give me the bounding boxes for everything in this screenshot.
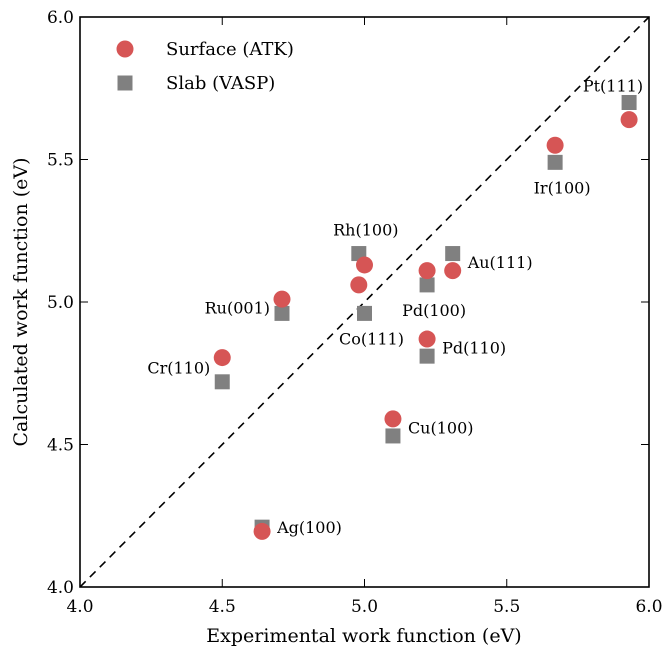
legend-slab-vasp-label: Slab (VASP) <box>166 73 275 94</box>
slab-vasp-marker <box>547 154 563 170</box>
point-label: Ru(001) <box>205 299 270 318</box>
point-labels: Ag(100) Cr(110) Ru(001) Rh(100) Co(111) Cu(10… <box>147 77 643 538</box>
point-label: Co(111) <box>339 329 404 348</box>
y-axis-label: Calculated work function (eV) <box>10 157 32 446</box>
y-tick-label: 4.0 <box>47 578 74 598</box>
point-label: Cu(100) <box>408 418 474 437</box>
reference-line <box>79 16 650 588</box>
slab-vasp-marker <box>357 305 372 321</box>
y-tick-label: 5.0 <box>47 293 74 313</box>
slab-vasp-marker <box>621 95 637 110</box>
surface-atk-marker <box>546 136 564 154</box>
surface-atk-marker <box>356 256 373 274</box>
surface-atk-marker <box>418 262 436 280</box>
point-label: Au(111) <box>467 253 533 272</box>
point-label: Pd(110) <box>442 339 506 358</box>
x-tick-label: 4.0 <box>66 597 93 617</box>
y-tick-label: 4.5 <box>47 436 74 456</box>
x-tick-label: 5.5 <box>493 597 520 617</box>
legend: Surface (ATK) Slab (VASP) <box>116 39 294 94</box>
point-label: Pt(111) <box>583 77 643 96</box>
data-marks <box>213 95 638 540</box>
slab-vasp-marker <box>445 246 461 262</box>
surface-atk-marker <box>620 111 638 129</box>
slab-vasp-marker <box>274 305 290 321</box>
slab-vasp-marker <box>419 277 435 293</box>
point-label: Ag(100) <box>276 518 342 537</box>
legend-slab-vasp-marker <box>117 75 133 91</box>
legend-surface-atk-marker <box>116 40 134 58</box>
plot-area <box>79 16 650 588</box>
surface-atk-marker <box>253 522 271 540</box>
point-label: Cr(110) <box>147 359 210 378</box>
x-axis-label: Experimental work function (eV) <box>206 625 521 647</box>
point-label: Pd(100) <box>402 301 466 320</box>
surface-atk-marker <box>384 410 402 428</box>
surface-atk-marker <box>418 330 436 348</box>
surface-atk-marker <box>273 290 291 308</box>
surface-atk-marker <box>350 276 368 294</box>
x-tick-label: 4.5 <box>209 597 236 617</box>
point-label: Rh(100) <box>333 221 398 240</box>
point-label: Ir(100) <box>534 178 591 197</box>
legend-surface-atk-label: Surface (ATK) <box>166 39 294 60</box>
surface-atk-marker <box>213 349 231 367</box>
slab-vasp-marker <box>385 428 401 444</box>
x-tick-label: 6.0 <box>635 597 662 617</box>
x-tick-label: 5.0 <box>351 597 378 617</box>
slab-vasp-marker <box>214 374 230 390</box>
y-tick-label: 5.5 <box>47 151 74 171</box>
slab-vasp-marker <box>419 348 435 364</box>
axis-ticks: 4.0 4.5 5.0 5.5 6.0 4.0 4.5 5.0 5.5 6.0 <box>47 8 663 617</box>
surface-atk-marker <box>444 262 462 280</box>
y-tick-label: 6.0 <box>47 8 74 28</box>
